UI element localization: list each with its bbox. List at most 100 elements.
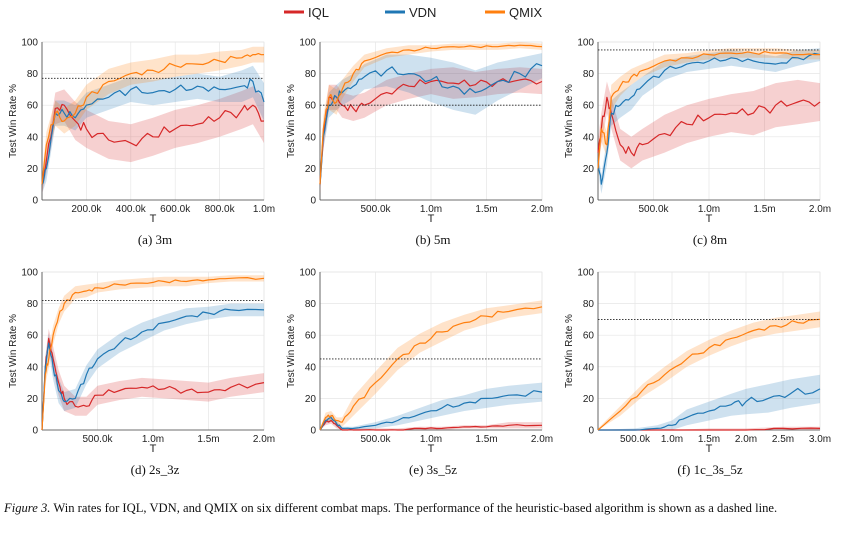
line-qmix [597,51,820,169]
line-iql [319,419,543,431]
y-tick-label: 0 [32,426,38,437]
y-tick-label: 100 [299,38,316,49]
x-tick-label: 500.0k [360,434,391,445]
figure-caption: Figure 3. Win rates for IQL, VDN, and QM… [4,500,844,516]
x-tick-label: 2.0m [531,204,553,215]
y-tick-label: 60 [27,331,39,342]
x-axis-label: T [428,443,435,455]
chart-panel-f: 0 20 40 60 80 100 500.0k 1.0m 1.5m 2.0m 2.5m 3.0m T T… [564,268,831,456]
line-vdn [319,390,543,431]
legend: IQL VDN QMIX [284,5,543,20]
x-tick-label: 2.0m [253,434,275,445]
chart-panel-d: 0 20 40 60 80 100 500.0k 1.0m 1.5m 2.0m T Test Win … [8,268,275,456]
x-tick-label: 1.5m [698,434,720,445]
y-tick-label: 80 [305,299,317,310]
x-tick-label: 1.5m [197,434,219,445]
x-tick-label: 1.0m [420,204,442,215]
line-iql [597,96,821,157]
caption-c: (c) 8m [692,232,728,247]
y-tick-label: 60 [583,101,595,112]
y-tick-label: 20 [305,394,317,405]
y-tick-label: 60 [305,101,317,112]
line-vdn [598,387,821,431]
y-axis-label: Test Win Rate % [286,314,297,388]
y-tick-label: 20 [583,164,595,175]
x-tick-label: 1.0m [661,434,683,445]
legend-label: VDN [409,5,436,20]
band-iql [42,328,264,430]
y-axis-label: Test Win Rate % [286,84,297,158]
x-tick-label: 1.0m [142,434,164,445]
x-tick-label: 1.0m [420,434,442,445]
line-qmix [319,44,543,185]
y-axis-label: Test Win Rate % [8,84,19,158]
y-tick-label: 0 [588,426,594,437]
legend-item-vdn: VDN [385,5,436,20]
band-vdn [42,303,264,430]
y-axis-label: Test Win Rate % [564,314,575,388]
x-tick-label: 200.0k [71,204,102,215]
y-tick-label: 60 [305,331,317,342]
x-axis-label: T [706,213,713,225]
y-tick-label: 100 [577,38,594,49]
x-tick-label: 2.5m [772,434,794,445]
y-tick-label: 40 [583,132,595,143]
y-tick-label: 0 [32,196,38,207]
line-vdn [597,52,821,185]
y-axis-label: Test Win Rate % [8,314,19,388]
band-iql [42,86,264,194]
y-tick-label: 20 [27,164,39,175]
line-qmix [597,318,821,431]
x-tick-label: 1.0m [698,204,720,215]
figure-caption-text: Win rates for IQL, VDN, and QMIX on six … [53,501,778,515]
line-iql [319,78,543,185]
x-tick-label: 500.0k [620,434,651,445]
y-tick-label: 40 [27,362,39,373]
x-tick-label: 800.0k [205,204,236,215]
y-tick-label: 40 [305,362,317,373]
y-tick-label: 80 [583,299,595,310]
x-tick-label: 500.0k [82,434,113,445]
legend-label: IQL [308,5,329,20]
y-tick-label: 0 [310,426,316,437]
legend-item-qmix: QMIX [485,5,543,20]
y-tick-label: 20 [305,164,317,175]
legend-item-iql: IQL [284,5,329,20]
chart-panel-e: 0 20 40 60 80 100 500.0k 1.0m 1.5m 2.0m T Test Win … [286,268,553,456]
caption-e: (e) 3s_5z [408,462,457,477]
x-tick-label: 2.0m [531,434,553,445]
line-iql [41,103,265,185]
y-tick-label: 40 [305,132,317,143]
x-tick-label: 1.5m [475,434,497,445]
caption-f: (f) 1c_3s_5z [677,462,743,477]
band-qmix [42,46,264,194]
y-tick-label: 60 [583,331,595,342]
x-tick-label: 2.0m [809,204,831,215]
band-vdn [42,65,264,194]
y-tick-label: 20 [27,394,39,405]
line-vdn [319,63,543,185]
x-axis-label: T [706,443,713,455]
caption-a: (a) 3m [137,232,173,247]
band-qmix [598,311,820,430]
x-tick-label: 400.0k [116,204,147,215]
x-tick-label: 600.0k [160,204,191,215]
x-axis-label: T [150,443,157,455]
x-tick-label: 3.0m [809,434,831,445]
band-vdn [598,48,820,194]
x-axis-label: T [428,213,435,225]
figure-label: Figure 3. [4,501,51,515]
y-tick-label: 100 [21,38,38,49]
y-tick-label: 100 [577,268,594,279]
x-tick-label: 500.0k [638,204,669,215]
y-tick-label: 80 [27,69,39,80]
line-qmix [319,306,543,431]
y-tick-label: 0 [310,196,316,207]
chart-panel-a: 0 20 40 60 80 100 200.0k 400.0k 600.0k 800.0k 1.0m… [8,38,275,226]
line-qmix [41,53,265,185]
band-vdn [320,382,542,430]
y-tick-label: 40 [27,132,39,143]
legend-label: QMIX [509,5,543,20]
line-iql [41,337,265,431]
